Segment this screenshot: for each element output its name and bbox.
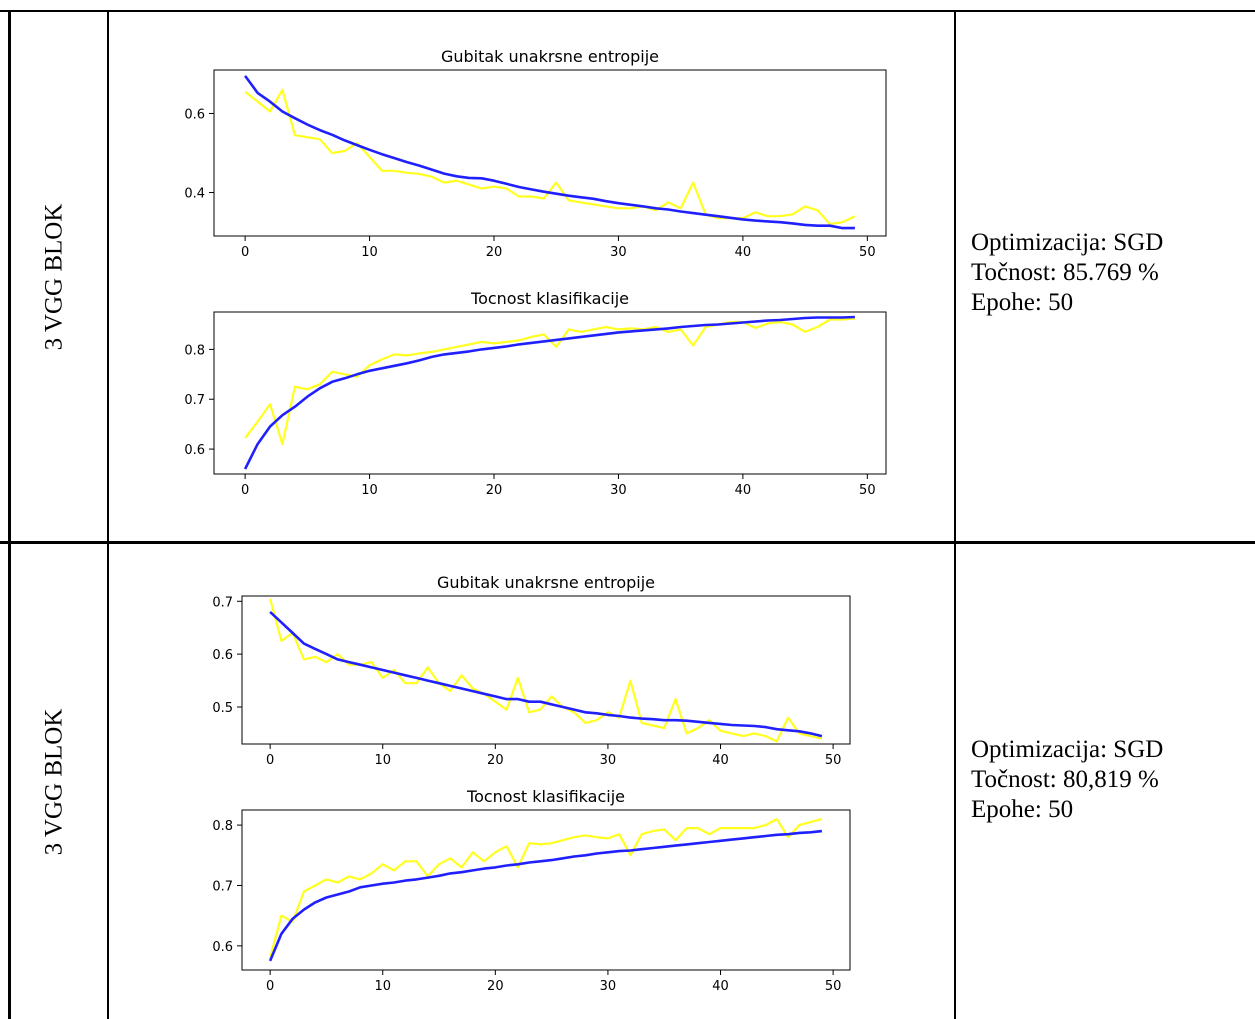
chart-title: Tocnost klasifikacije (470, 289, 629, 308)
table-column-divider-1 (107, 10, 109, 1019)
y-tick-label: 0.6 (184, 107, 205, 122)
x-tick-label: 10 (361, 483, 378, 498)
chart-loss-row1: Gubitak unakrsne entropije 0 10 20 30 40 50 0.4… (184, 47, 887, 260)
plot-frame (213, 311, 887, 475)
series-line-train (244, 75, 855, 230)
x-tick-label: 40 (712, 753, 729, 768)
table-column-divider-2 (954, 10, 956, 1019)
chart-accuracy-row1: Tocnost klasifikacije 0 10 20 30 40 50 0.6 0.7 0.… (184, 289, 887, 498)
plot-frame (241, 595, 851, 745)
result-info: Optimizacija: SGD Točnost: 85.769 % Epoh… (971, 228, 1163, 318)
series-line-validation (269, 817, 823, 959)
x-tick-label: 0 (241, 245, 249, 260)
y-tick-label: 0.7 (212, 879, 233, 894)
table-border-top (0, 10, 1255, 12)
series-line-validation (244, 88, 856, 226)
x-tick-label: 20 (487, 979, 504, 994)
series-line-train (243, 315, 855, 470)
chart-title: Gubitak unakrsne entropije (441, 47, 659, 66)
x-tick-label: 50 (825, 979, 842, 994)
x-tick-label: 20 (487, 753, 504, 768)
y-tick-label: 0.6 (212, 648, 233, 663)
accuracy-text: Točnost: 80,819 % (971, 766, 1159, 793)
y-tick-label: 0.6 (212, 940, 233, 955)
series-line-train (269, 610, 823, 738)
x-tick-label: 30 (600, 753, 617, 768)
x-tick-label: 10 (374, 979, 391, 994)
row-label: 3 VGG BLOK (40, 203, 68, 350)
x-tick-label: 20 (486, 483, 503, 498)
plot-frame (241, 809, 851, 971)
plot-frame (213, 69, 887, 237)
row-label-cell: 3 VGG BLOK (0, 544, 108, 1019)
x-tick-label: 40 (712, 979, 729, 994)
chart-loss-row2: Gubitak unakrsne entropije 0 10 20 30 40 50 0.5… (212, 573, 851, 768)
accuracy-text: Točnost: 85.769 % (971, 259, 1159, 286)
epochs-text: Epohe: 50 (971, 289, 1074, 316)
x-tick-label: 50 (825, 753, 842, 768)
x-tick-label: 30 (600, 979, 617, 994)
table-row-divider (0, 541, 1255, 544)
row-label-cell: 3 VGG BLOK (0, 12, 108, 541)
y-tick-label: 0.4 (184, 187, 205, 202)
result-info: Optimizacija: SGD Točnost: 80,819 % Epoh… (971, 735, 1163, 825)
y-tick-label: 0.8 (184, 343, 205, 358)
optimization-text: Optimizacija: SGD (971, 736, 1164, 763)
x-tick-label: 50 (859, 483, 876, 498)
x-tick-label: 0 (266, 753, 274, 768)
y-tick-label: 0.7 (184, 393, 205, 408)
x-tick-label: 0 (241, 483, 249, 498)
x-tick-label: 40 (735, 245, 752, 260)
row-label: 3 VGG BLOK (40, 708, 68, 855)
y-tick-label: 0.7 (212, 595, 233, 610)
y-tick-label: 0.5 (212, 701, 233, 716)
chart-accuracy-row2: Tocnost klasifikacije 0 10 20 30 40 50 0.6 0.7 0.… (212, 787, 851, 994)
x-tick-label: 10 (374, 753, 391, 768)
y-tick-label: 0.6 (184, 443, 205, 458)
chart-title: Gubitak unakrsne entropije (437, 573, 655, 592)
x-tick-label: 10 (361, 245, 378, 260)
series-line-validation (269, 598, 823, 743)
x-tick-label: 30 (610, 483, 627, 498)
series-line-train (268, 829, 823, 962)
x-tick-label: 0 (266, 979, 274, 994)
chart-title: Tocnost klasifikacije (466, 787, 625, 806)
x-tick-label: 50 (859, 245, 876, 260)
optimization-text: Optimizacija: SGD (971, 229, 1164, 256)
epochs-text: Epohe: 50 (971, 796, 1074, 823)
x-tick-label: 40 (735, 483, 752, 498)
y-tick-label: 0.8 (212, 819, 233, 834)
x-tick-label: 30 (610, 245, 627, 260)
table-border-left (8, 10, 11, 1019)
x-tick-label: 20 (486, 245, 503, 260)
